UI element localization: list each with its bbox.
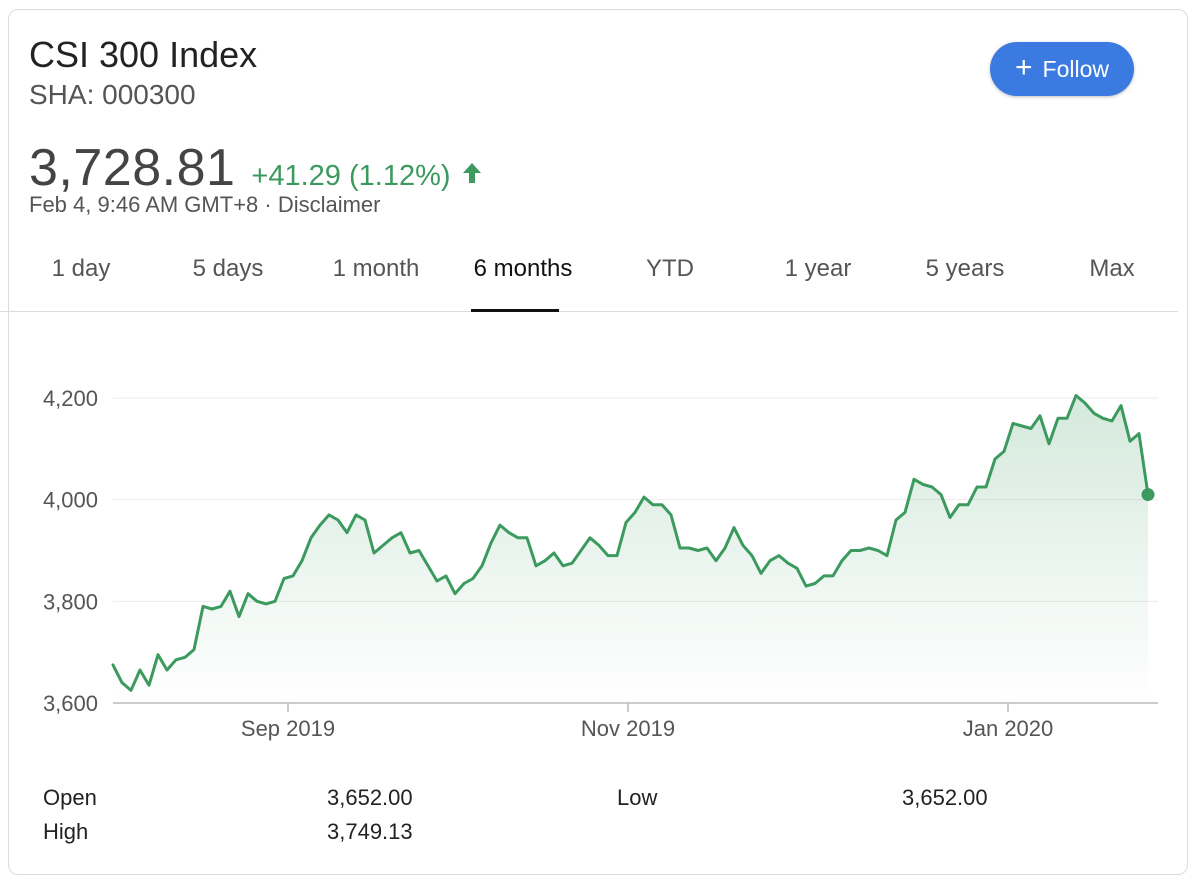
price-chart: 3,600 3,800 4,000 4,200 Sep 2019 Nov 2019 Jan …: [43, 386, 1158, 741]
tab-1-day[interactable]: 1 day: [51, 255, 111, 282]
x-tick-label: Jan 2020: [963, 716, 1054, 741]
tab-5-days[interactable]: 5 days: [192, 255, 264, 282]
x-tick-label: Nov 2019: [581, 716, 675, 741]
low-value: 3,652.00: [902, 785, 988, 810]
y-tick-label: 4,000: [43, 488, 98, 513]
tab-6-months[interactable]: 6 months: [473, 255, 573, 282]
arrow-up-icon: [462, 163, 481, 183]
y-tick-label: 4,200: [43, 386, 98, 411]
follow-label: Follow: [1042, 55, 1109, 82]
ticker-symbol: SHA: 000300: [29, 79, 196, 110]
y-tick-label: 3,800: [43, 589, 98, 614]
price-line: [111, 394, 1150, 692]
latest-point: [1141, 488, 1155, 502]
low-label: Low: [617, 785, 658, 810]
x-tick-label: Sep 2019: [241, 716, 335, 741]
plus-icon: +: [1015, 50, 1033, 84]
high-label: High: [43, 819, 89, 844]
index-title: CSI 300 Index: [29, 34, 258, 75]
tab-5-years[interactable]: 5 years: [925, 255, 1005, 282]
tab-ytd[interactable]: YTD: [646, 255, 694, 282]
price-row: 3,728.81 +41.29 (1.12%): [29, 138, 483, 198]
tab-max[interactable]: Max: [1089, 255, 1135, 282]
y-tick-label: 3,600: [43, 691, 98, 716]
open-value: 3,652.00: [327, 785, 413, 810]
high-value: 3,749.13: [327, 819, 413, 844]
tab-1-year[interactable]: 1 year: [784, 255, 852, 282]
follow-button[interactable]: + Follow: [990, 42, 1134, 96]
open-label: Open: [43, 785, 97, 810]
tab-1-month[interactable]: 1 month: [332, 255, 420, 282]
active-tab-indicator: [471, 309, 559, 312]
stock-card: [8, 9, 1188, 875]
price-change: +41.29 (1.12%): [251, 160, 451, 192]
area-fill: [113, 395, 1148, 703]
current-price: 3,728.81: [29, 139, 236, 197]
range-tabs: 1 day 5 days 1 month 6 months YTD 1 year…: [0, 245, 1178, 312]
timestamp-disclaimer: Feb 4, 9:46 AM GMT+8 · Disclaimer: [29, 192, 381, 217]
